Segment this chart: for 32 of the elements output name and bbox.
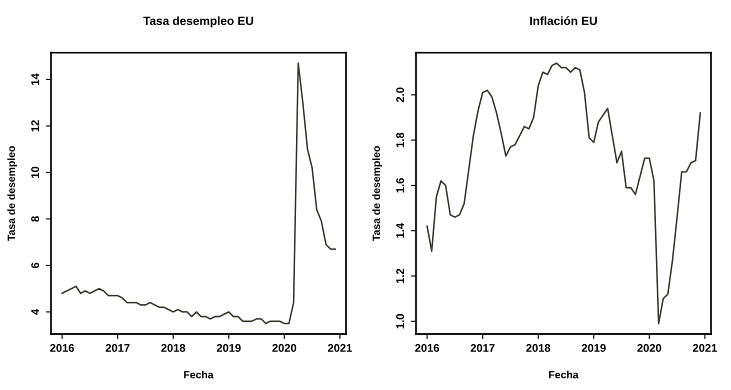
x-tick-label: 2019	[582, 344, 606, 352]
y-axis-title: Tasa de desempleo	[7, 146, 18, 241]
y-axis-title: Tasa de desempleo	[372, 146, 382, 241]
x-axis-title: Fecha	[549, 370, 579, 378]
chart-title: Inflación EU	[530, 16, 597, 26]
y-tick-label: 1.6	[396, 178, 404, 192]
x-tick-label: 2016	[50, 344, 74, 352]
x-tick-label: 2018	[161, 344, 186, 352]
y-tick-label: 14	[31, 73, 39, 85]
x-tick-label: 2021	[692, 344, 717, 352]
x-tick-label: 2018	[526, 344, 550, 352]
x-tick-label: 2016	[415, 344, 440, 352]
x-tick-label: 2020	[637, 344, 662, 352]
y-tick-label: 1.0	[396, 314, 404, 328]
y-tick-label: 10	[31, 166, 40, 178]
y-tick-label: 1.4	[396, 223, 404, 238]
y-tick-label: 6	[31, 262, 40, 268]
y-tick-label: 1.2	[396, 268, 404, 284]
line-series	[426, 62, 702, 324]
x-tick-label: 2017	[470, 344, 495, 352]
chart-title: Tasa desempleo EU	[143, 16, 254, 28]
y-tick-label: 2.0	[396, 88, 404, 102]
x-tick-label: 2017	[106, 344, 130, 352]
line-series	[61, 62, 336, 324]
y-tick-label: 8	[31, 216, 40, 222]
x-axis-title: Fecha	[184, 370, 214, 378]
y-tick-label: 4	[31, 308, 39, 315]
x-tick-label: 2021	[328, 344, 352, 352]
x-tick-label: 2019	[216, 344, 241, 352]
y-tick-label: 1.8	[396, 132, 404, 148]
x-tick-label: 2020	[272, 344, 296, 352]
y-tick-label: 12	[31, 120, 39, 132]
